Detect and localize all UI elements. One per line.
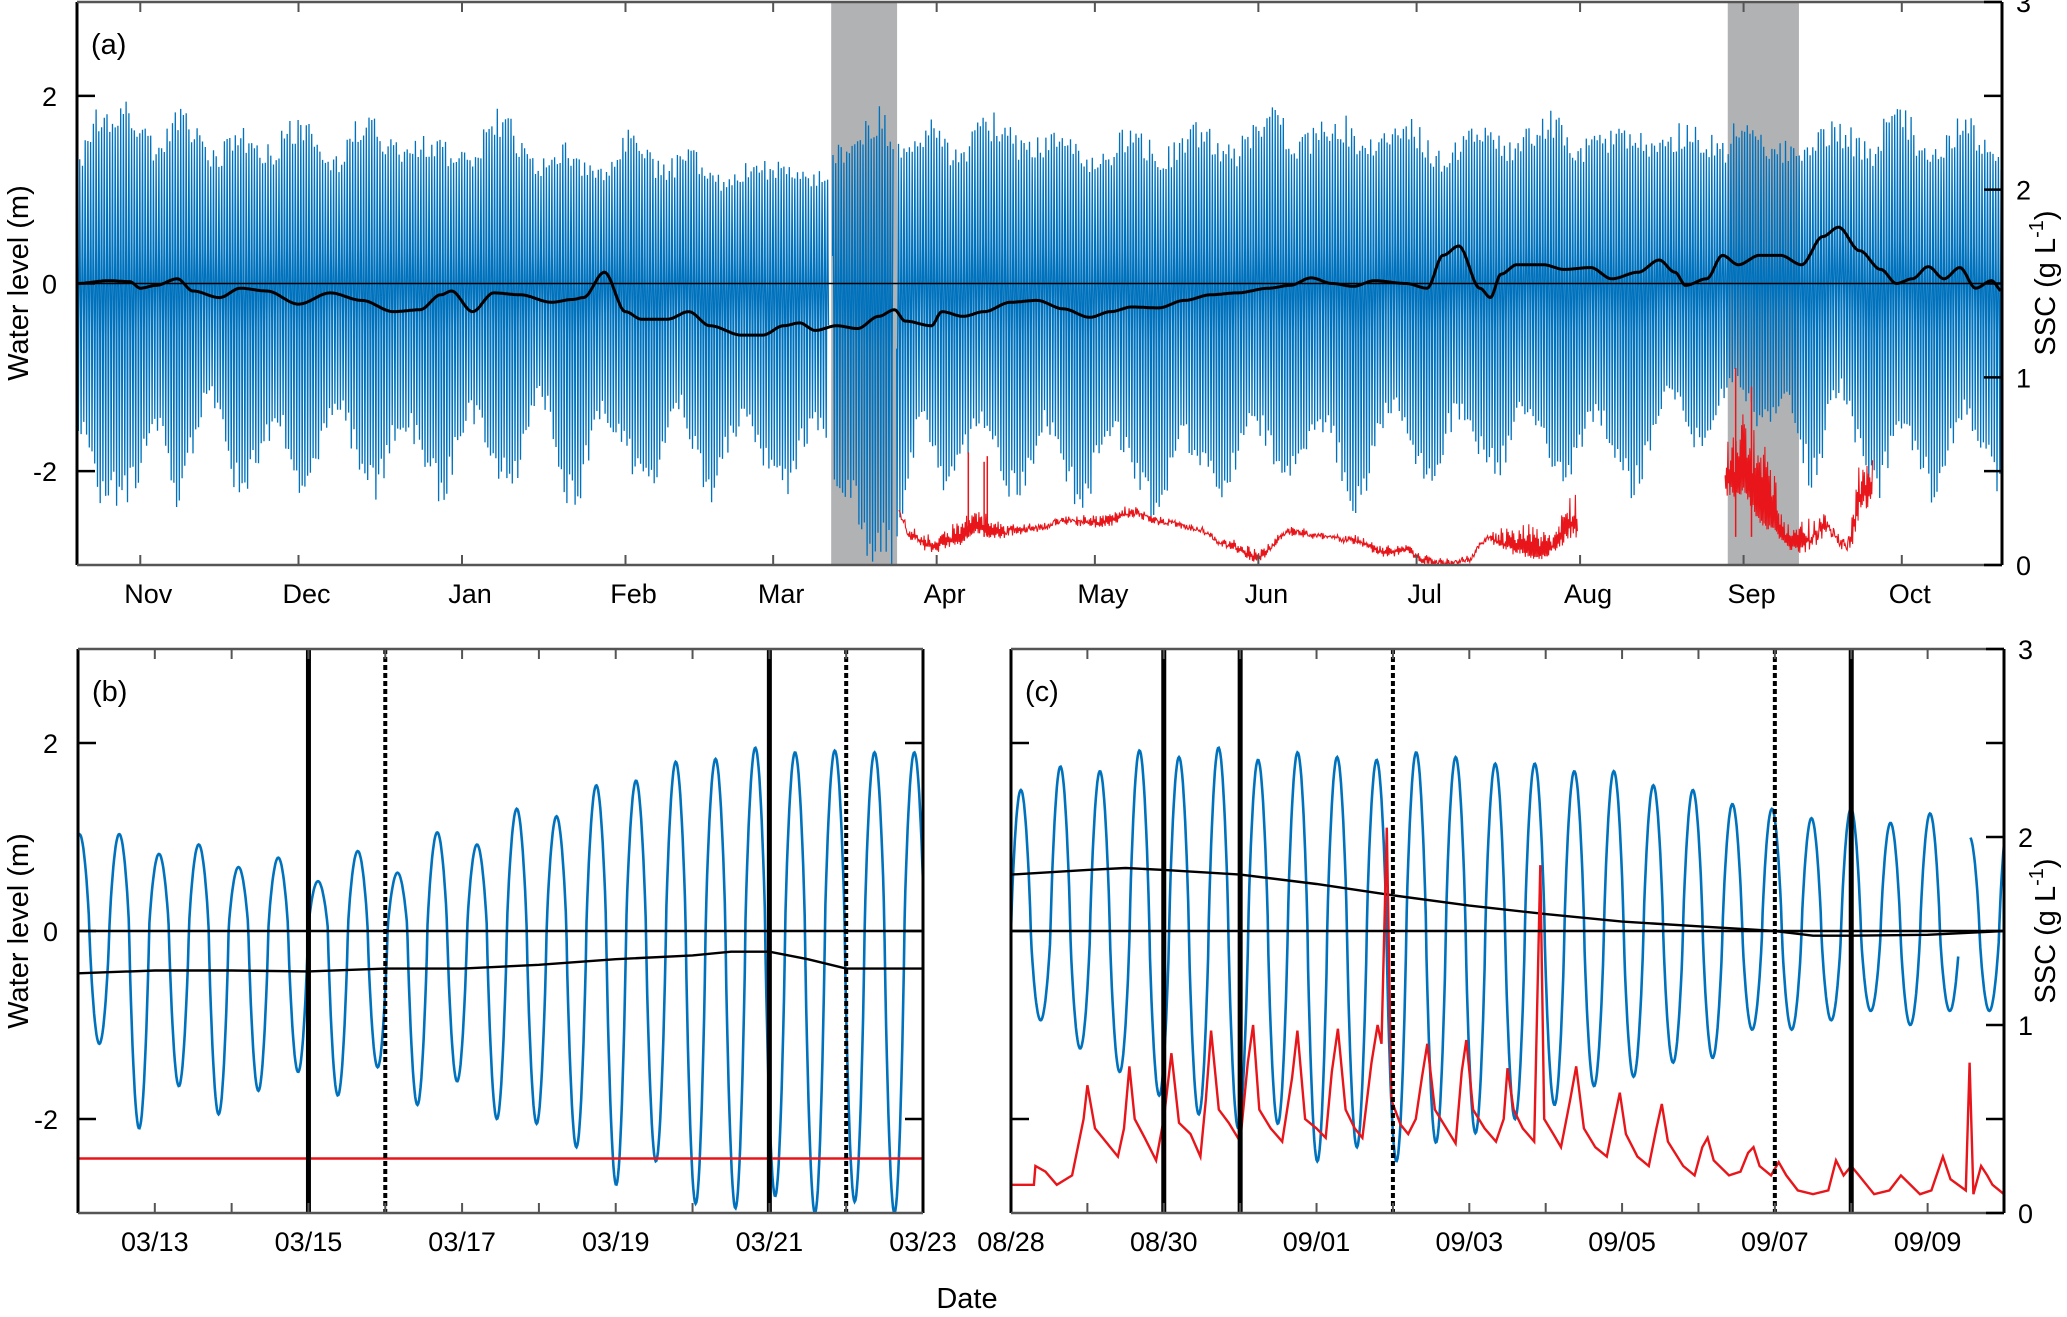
y2-title-main-a: SSC (g L <box>2030 238 2062 356</box>
y2-tick-label: 2 <box>2018 823 2033 853</box>
series-ssc-segment-1 <box>1724 414 1874 553</box>
series-water-level-line <box>1011 745 2004 1164</box>
x-tick-label: 08/30 <box>1130 1227 1198 1257</box>
series-subtidal-water-level-line <box>77 225 2002 337</box>
y-tick-label: -2 <box>34 1105 58 1135</box>
y-tick-label: 0 <box>43 917 58 947</box>
panel-c: 08/28 08/30 09/01 09/03 09/05 09/07 09/09 0 1 2 3 (… <box>977 635 2033 1257</box>
y2-tick-label: 0 <box>2016 551 2031 581</box>
panel-label: (a) <box>91 29 126 61</box>
y2-tick-label: 0 <box>2018 1199 2033 1229</box>
y-tick-label: 0 <box>42 270 57 300</box>
y-axis-title-water-level-b: Water level (m) <box>3 833 35 1029</box>
y-tick-label: -2 <box>33 457 57 487</box>
x-tick-label: 03/23 <box>889 1227 957 1257</box>
panel-a: Nov Dec Jan Feb Mar Apr May Jun Jul Aug Sep Oct -2 0 2… <box>33 0 2031 609</box>
x-tick-label: Dec <box>282 579 330 609</box>
x-tick-label: May <box>1077 579 1129 609</box>
x-axis-title-date: Date <box>936 1283 997 1315</box>
x-tick-label: 03/15 <box>275 1227 343 1257</box>
series-ssc-segment-0 <box>898 494 1578 565</box>
x-tick-label: 09/07 <box>1741 1227 1809 1257</box>
panel-label: (b) <box>92 676 127 708</box>
y2-title-sup-a: -1 <box>2026 220 2048 238</box>
x-tick-label: Apr <box>924 579 966 609</box>
x-tick-label: 03/13 <box>121 1227 189 1257</box>
x-tick-label: Oct <box>1889 579 1932 609</box>
x-tick-label: 03/21 <box>736 1227 804 1257</box>
x-tick-label: Jun <box>1245 579 1289 609</box>
y2-tick-label: 2 <box>2016 176 2031 206</box>
y-tick-label: 2 <box>42 82 57 112</box>
y2-axis-title-ssc-a: SSC (g L-1) <box>2026 210 2062 355</box>
x-tick-label: Jul <box>1407 579 1442 609</box>
y-tick-label: 2 <box>43 729 58 759</box>
x-tick-label: Nov <box>124 579 173 609</box>
series-water-level-line <box>77 101 2002 565</box>
y2-tick-label: 1 <box>2016 363 2031 393</box>
series-water-level-line <box>78 745 923 1213</box>
panel-label: (c) <box>1025 676 1059 708</box>
x-tick-label: 08/28 <box>977 1227 1045 1257</box>
y2-tick-label: 1 <box>2018 1011 2033 1041</box>
x-tick-label: 09/03 <box>1436 1227 1504 1257</box>
x-tick-label: 09/09 <box>1894 1227 1962 1257</box>
x-tick-label: Feb <box>610 579 657 609</box>
x-tick-label: Mar <box>758 579 805 609</box>
y2-title-close-a: ) <box>2030 210 2062 220</box>
y2-tick-label: 3 <box>2018 635 2033 665</box>
y-axis-title-water-level-a: Water level (m) <box>3 185 35 381</box>
x-tick-label: 03/17 <box>428 1227 496 1257</box>
y2-title-close-c: ) <box>2030 858 2062 868</box>
plot-area-c <box>1011 745 2004 1196</box>
series-subtidal-water-level-line <box>1011 866 2004 937</box>
x-tick-label: Jan <box>448 579 492 609</box>
x-tick-label: 03/19 <box>582 1227 650 1257</box>
x-tick-label: Aug <box>1564 579 1612 609</box>
y2-axis-title-ssc-c: SSC (g L-1) <box>2026 858 2062 1003</box>
panel-b: 03/13 03/15 03/17 03/19 03/21 03/23 -2 0 2 (b) <box>34 647 957 1257</box>
x-tick-label: 09/05 <box>1588 1227 1656 1257</box>
y2-title-main-c: SSC (g L <box>2030 886 2062 1004</box>
x-tick-label: Sep <box>1728 579 1776 609</box>
plot-area-b <box>78 745 923 1213</box>
series-subtidal-water-level-line <box>78 950 923 975</box>
x-tick-label: 09/01 <box>1283 1227 1351 1257</box>
y2-tick-label: 3 <box>2016 0 2031 18</box>
y2-title-sup-c: -1 <box>2026 868 2048 886</box>
series-ssc-line <box>1011 827 2004 1196</box>
